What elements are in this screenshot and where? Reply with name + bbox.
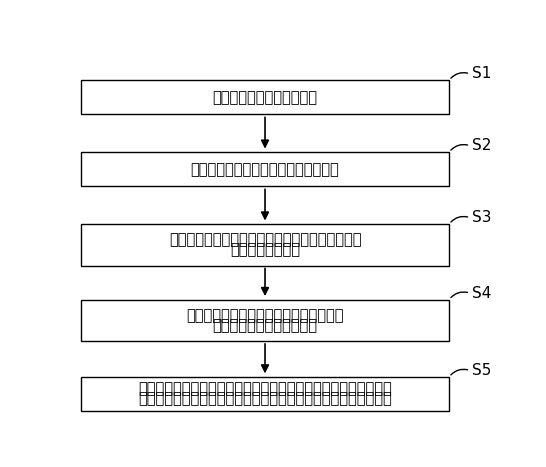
FancyBboxPatch shape — [81, 377, 449, 411]
FancyBboxPatch shape — [81, 80, 449, 114]
FancyBboxPatch shape — [81, 224, 449, 266]
FancyBboxPatch shape — [81, 152, 449, 186]
Text: S3: S3 — [472, 210, 492, 225]
FancyBboxPatch shape — [81, 300, 449, 341]
Text: 利用人工蚁群算法对预设的盾构机参数进行处理，: 利用人工蚁群算法对预设的盾构机参数进行处理， — [169, 232, 361, 248]
Text: 基于所述纠偏数学模型，通过人工蜂群算法优化所述最优特征子集: 基于所述纠偏数学模型，通过人工蜂群算法优化所述最优特征子集 — [138, 382, 392, 396]
Text: 确定所述纠偏原理模型的最小纠偏半径: 确定所述纠偏原理模型的最小纠偏半径 — [191, 162, 340, 177]
Text: 构建盾构机的纠偏数学模型: 构建盾构机的纠偏数学模型 — [212, 318, 318, 333]
Text: S1: S1 — [472, 66, 492, 81]
Text: S4: S4 — [472, 286, 492, 301]
Text: 得到最优特征子集: 得到最优特征子集 — [230, 242, 300, 257]
Text: 构建盾构机的纠偏原理模型: 构建盾构机的纠偏原理模型 — [212, 90, 318, 105]
Text: S5: S5 — [472, 363, 492, 378]
Text: 得到控制参数；并根据所述控制参数控制盾构机掘进姿态进行纠偏: 得到控制参数；并根据所述控制参数控制盾构机掘进姿态进行纠偏 — [138, 392, 392, 407]
Text: S2: S2 — [472, 138, 492, 153]
Text: 根据所述最小纠偏半径和最优特征子集，: 根据所述最小纠偏半径和最优特征子集， — [186, 308, 344, 323]
